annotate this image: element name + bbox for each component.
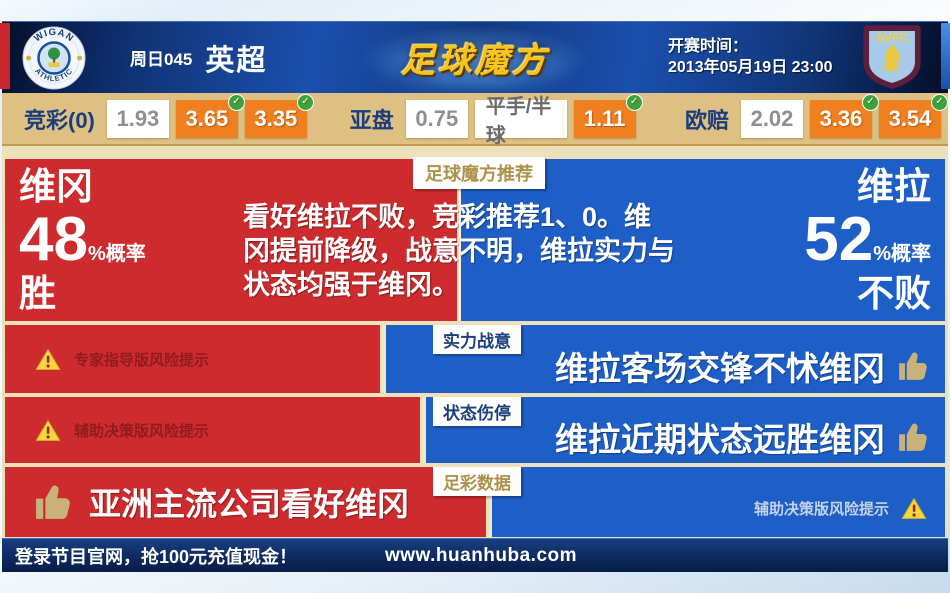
check-icon	[931, 93, 948, 111]
jingcai-home-odds: 1.93	[106, 99, 169, 138]
jingcai-label: 竞彩(0)	[24, 107, 95, 133]
yapan-label: 亚盘	[349, 107, 394, 133]
recommendation-tag: 足球魔方推荐	[413, 157, 545, 189]
promo-text: 登录节目官网，抢100元充值现金！	[15, 546, 298, 567]
form-tag: 状态伤停	[433, 397, 521, 426]
league-name: 英超	[205, 44, 268, 77]
show-logo-text: 足球魔方	[401, 42, 549, 80]
check-icon	[296, 93, 314, 111]
match-info: 周日045 英超	[130, 22, 267, 93]
jingcai-draw-odds: 3.65	[175, 93, 245, 138]
avfc-text: AVFC	[876, 31, 909, 45]
thumbs-up-icon	[36, 485, 70, 519]
form-row-left: 辅助决策版风险提示	[5, 397, 420, 463]
strength-row: 专家指导版风险提示 维拉客场交锋不怵维冈 实力战意	[5, 325, 945, 393]
strength-claim: 维拉客场交锋不怵维冈	[386, 328, 945, 390]
yapan-handicap: 平手/半球	[474, 96, 567, 147]
yapan-selected-odds: 1.11	[573, 93, 643, 138]
warning-icon	[901, 497, 927, 519]
website-link[interactable]: www.huanhuba.com	[385, 544, 578, 566]
header-left-accent	[0, 23, 10, 89]
percent-suffix: %概率	[87, 243, 146, 265]
tree-icon	[48, 47, 60, 60]
form-row: 辅助决策版风险提示 维拉近期状态远胜维冈 状态伤停	[5, 397, 945, 463]
oupei-away-odds: 3.54	[879, 93, 948, 138]
oupei-draw-odds: 3.36	[810, 93, 879, 138]
risk-note-text: 专家指导版风险提示	[74, 351, 210, 369]
pool-data-row: 亚洲主流公司看好维冈 辅助决策版风险提示 足彩数据	[5, 467, 945, 537]
pool-data-tag: 足彩数据	[433, 467, 521, 496]
home-outcome: 胜	[19, 273, 56, 314]
away-probability-block: 维拉 52 %概率 不败	[804, 164, 931, 317]
home-win-percent: 48	[19, 205, 88, 274]
risk-note-text: 辅助决策版风险提示	[74, 422, 210, 440]
check-icon	[227, 93, 245, 111]
show-logo: 足球魔方	[401, 22, 549, 93]
asian-bookmakers-claim: 亚洲主流公司看好维冈	[5, 479, 409, 525]
footer-bar: 登录节目官网，抢100元充值现金！ www.huanhuba.com	[2, 538, 948, 572]
recommendation-line: 看好维拉不败，竞彩推荐1、0。维	[243, 202, 652, 232]
check-icon	[625, 93, 643, 111]
oupei-label: 欧赔	[684, 107, 729, 133]
jingcai-away-odds: 3.35	[244, 93, 314, 138]
recommendation-line: 状态均强于维冈。	[243, 270, 459, 300]
check-icon	[862, 93, 879, 111]
kickoff-time: 开赛时间： 2013年05月19日 23:00	[668, 36, 833, 78]
yapan-water-odds: 0.75	[405, 99, 468, 138]
recommendation-row: 维冈 48 %概率 胜 维拉 52 %概率 不败 足球魔方推荐 看好维拉不败，竞…	[5, 157, 945, 321]
kickoff-datetime: 2013年05月19日 23:00	[668, 59, 833, 76]
match-header: WIGAN ATHLETIC 周日045 英超 足球魔方 开赛时间： 2013	[2, 21, 948, 94]
thumbs-up-icon	[899, 423, 927, 451]
risk-note: 辅助决策版风险提示	[492, 485, 945, 520]
home-panel	[5, 159, 457, 321]
strength-row-left: 专家指导版风险提示	[5, 325, 380, 393]
oupei-home-odds: 2.02	[741, 99, 803, 138]
aston-villa-logo: AVFC	[861, 24, 923, 91]
form-claim: 维拉近期状态远胜维冈	[426, 399, 945, 461]
lion-icon	[883, 44, 900, 75]
percent-suffix: %概率	[873, 243, 931, 265]
pool-row-left: 亚洲主流公司看好维冈	[5, 467, 486, 537]
warning-icon	[35, 348, 61, 370]
match-number: 周日045	[130, 50, 193, 69]
away-outcome: 不败	[857, 273, 931, 314]
risk-note-text: 辅助决策版风险提示	[753, 500, 889, 518]
recommendation-text: 看好维拉不败，竞彩推荐1、0。维 冈提前降级，战意不明，维拉实力与 状态均强于维…	[243, 200, 725, 302]
home-team-name: 维冈	[19, 166, 93, 207]
away-win-percent: 52	[804, 205, 874, 274]
kickoff-label: 开赛时间：	[668, 38, 749, 55]
home-probability-block: 维冈 48 %概率 胜	[19, 164, 146, 317]
away-team-name: 维拉	[857, 166, 931, 207]
thumbs-up-icon	[899, 352, 927, 380]
castle-icon	[48, 62, 60, 67]
header-right-accent	[941, 23, 950, 89]
recommendation-line: 冈提前降级，战意不明，维拉实力与	[243, 236, 675, 266]
strength-tag: 实力战意	[433, 325, 521, 354]
warning-icon	[35, 419, 61, 441]
risk-note: 辅助决策版风险提示	[5, 419, 209, 442]
pool-row-right: 辅助决策版风险提示	[489, 467, 945, 537]
risk-note: 专家指导版风险提示	[5, 348, 209, 371]
odds-bar: 竞彩(0) 1.93 3.65 3.35 亚盘 0.75 平手/半球 1.11 …	[2, 93, 948, 147]
wigan-athletic-logo: WIGAN ATHLETIC	[22, 26, 86, 90]
